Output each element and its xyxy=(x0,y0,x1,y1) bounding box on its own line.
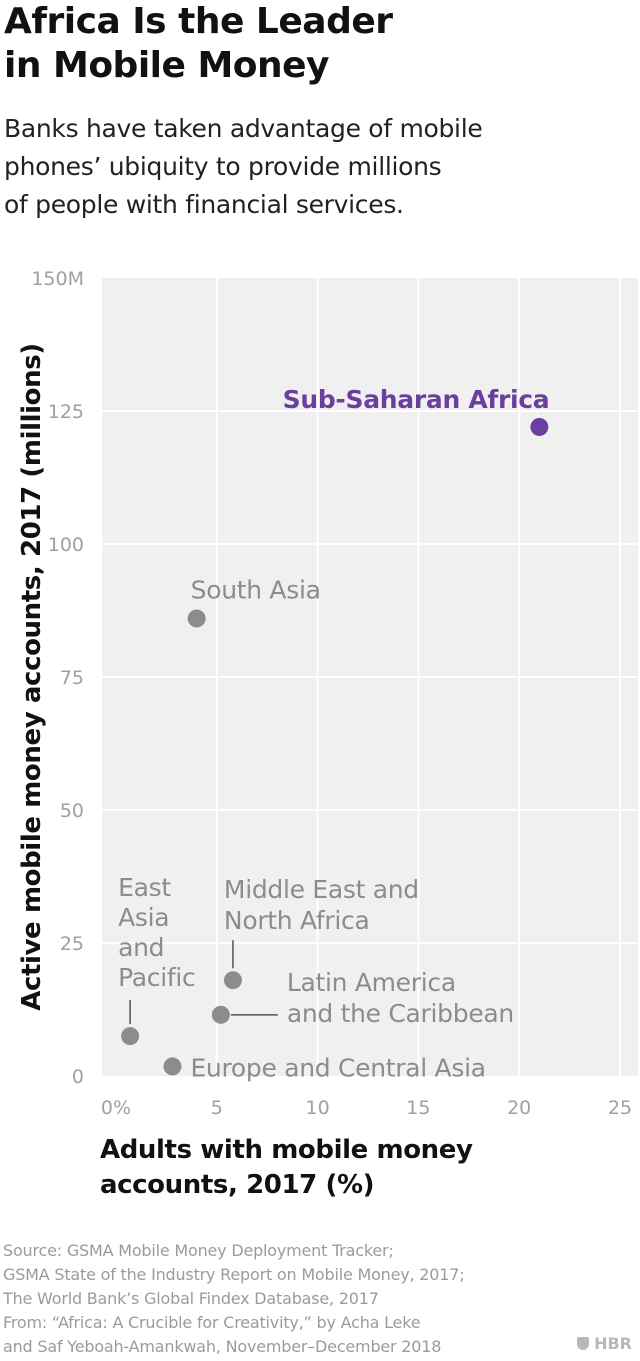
y-tick-label: 125 xyxy=(48,401,84,423)
point-label-line: North Africa xyxy=(224,906,370,935)
subtitle-line: phones’ ubiquity to provide millions xyxy=(4,152,442,181)
chart-title: Africa Is the Leader in Mobile Money xyxy=(4,0,624,88)
shield-icon xyxy=(577,1337,590,1350)
point-label-line: and the Caribbean xyxy=(287,999,514,1028)
chart-subtitle: Banks have taken advantage of mobile pho… xyxy=(4,110,604,224)
source-line: From: “Africa: A Crucible for Creativity… xyxy=(3,1313,421,1332)
point-label-line: Europe and Central Asia xyxy=(190,1053,485,1082)
x-axis-label: Adults with mobile money accounts, 2017 … xyxy=(100,1135,481,1200)
data-points xyxy=(121,417,549,1076)
data-point xyxy=(121,1027,140,1046)
y-tick-label: 50 xyxy=(60,800,84,822)
source-line: GSMA State of the Industry Report on Mob… xyxy=(3,1265,465,1284)
point-label: Middle East and North Africa xyxy=(224,875,419,935)
source-note: Source: GSMA Mobile Money Deployment Tra… xyxy=(3,1239,563,1359)
subtitle-line: of people with financial services. xyxy=(4,190,404,219)
data-point xyxy=(211,1005,230,1024)
x-tick-label: 20 xyxy=(507,1097,531,1119)
point-label: South Asia xyxy=(191,575,321,604)
x-tick-label: 15 xyxy=(406,1097,430,1119)
data-point xyxy=(223,971,242,990)
x-tick-label: 10 xyxy=(306,1097,330,1119)
point-label-line: East xyxy=(118,873,171,902)
y-tick-label: 150M xyxy=(31,268,84,290)
leader-lines xyxy=(129,940,278,1025)
y-tick-label: 100 xyxy=(48,534,84,556)
point-label: Europe and Central Asia xyxy=(190,1053,485,1082)
x-tick-label: 0% xyxy=(101,1097,131,1119)
point-label-line: South Asia xyxy=(191,575,321,604)
point-label-line: Middle East and xyxy=(224,875,419,904)
data-point xyxy=(187,609,206,628)
source-line: The World Bank’s Global Findex Database,… xyxy=(3,1289,379,1308)
source-line: Source: GSMA Mobile Money Deployment Tra… xyxy=(3,1241,394,1260)
title-line: Africa Is the Leader xyxy=(4,1,393,42)
x-axis-label-line: Adults with mobile money xyxy=(100,1135,473,1165)
scatter-chart: 0 25 50 75 100 125 150M 0% 5 10 15 20 25 Sub-Saharan… xyxy=(17,268,638,1200)
brand-text: HBR xyxy=(594,1334,632,1353)
grid-lines xyxy=(102,278,638,1076)
title-line: in Mobile Money xyxy=(4,45,330,86)
data-point xyxy=(530,417,549,436)
point-label-line: and xyxy=(118,933,164,962)
axis-ticks: 0 25 50 75 100 125 150M 0% 5 10 15 20 25 xyxy=(31,268,632,1119)
x-tick-label: 5 xyxy=(211,1097,223,1119)
y-tick-label: 75 xyxy=(60,667,84,689)
point-label-line: Sub-Saharan Africa xyxy=(283,385,550,414)
point-label: Sub-Saharan Africa xyxy=(283,385,550,414)
point-label-line: Asia xyxy=(118,903,169,932)
point-label-line: Latin America xyxy=(287,968,456,997)
y-tick-label: 25 xyxy=(60,933,84,955)
point-label: East Asia and Pacific xyxy=(118,873,195,992)
subtitle-line: Banks have taken advantage of mobile xyxy=(4,114,483,143)
point-label: Latin America and the Caribbean xyxy=(287,968,514,1028)
y-tick-label: 0 xyxy=(72,1066,84,1088)
x-axis-label-line: accounts, 2017 (%) xyxy=(100,1170,374,1200)
data-point xyxy=(163,1057,182,1076)
y-axis-label: Active mobile money accounts, 2017 (mill… xyxy=(17,343,47,1011)
source-line: and Saf Yeboah-Amankwah, November–Decemb… xyxy=(3,1337,442,1356)
point-labels: Sub-Saharan Africa South Asia Middle East … xyxy=(118,385,550,1082)
point-label-line: Pacific xyxy=(118,963,195,992)
x-tick-label: 25 xyxy=(608,1097,632,1119)
hbr-logo: HBR xyxy=(577,1334,632,1353)
